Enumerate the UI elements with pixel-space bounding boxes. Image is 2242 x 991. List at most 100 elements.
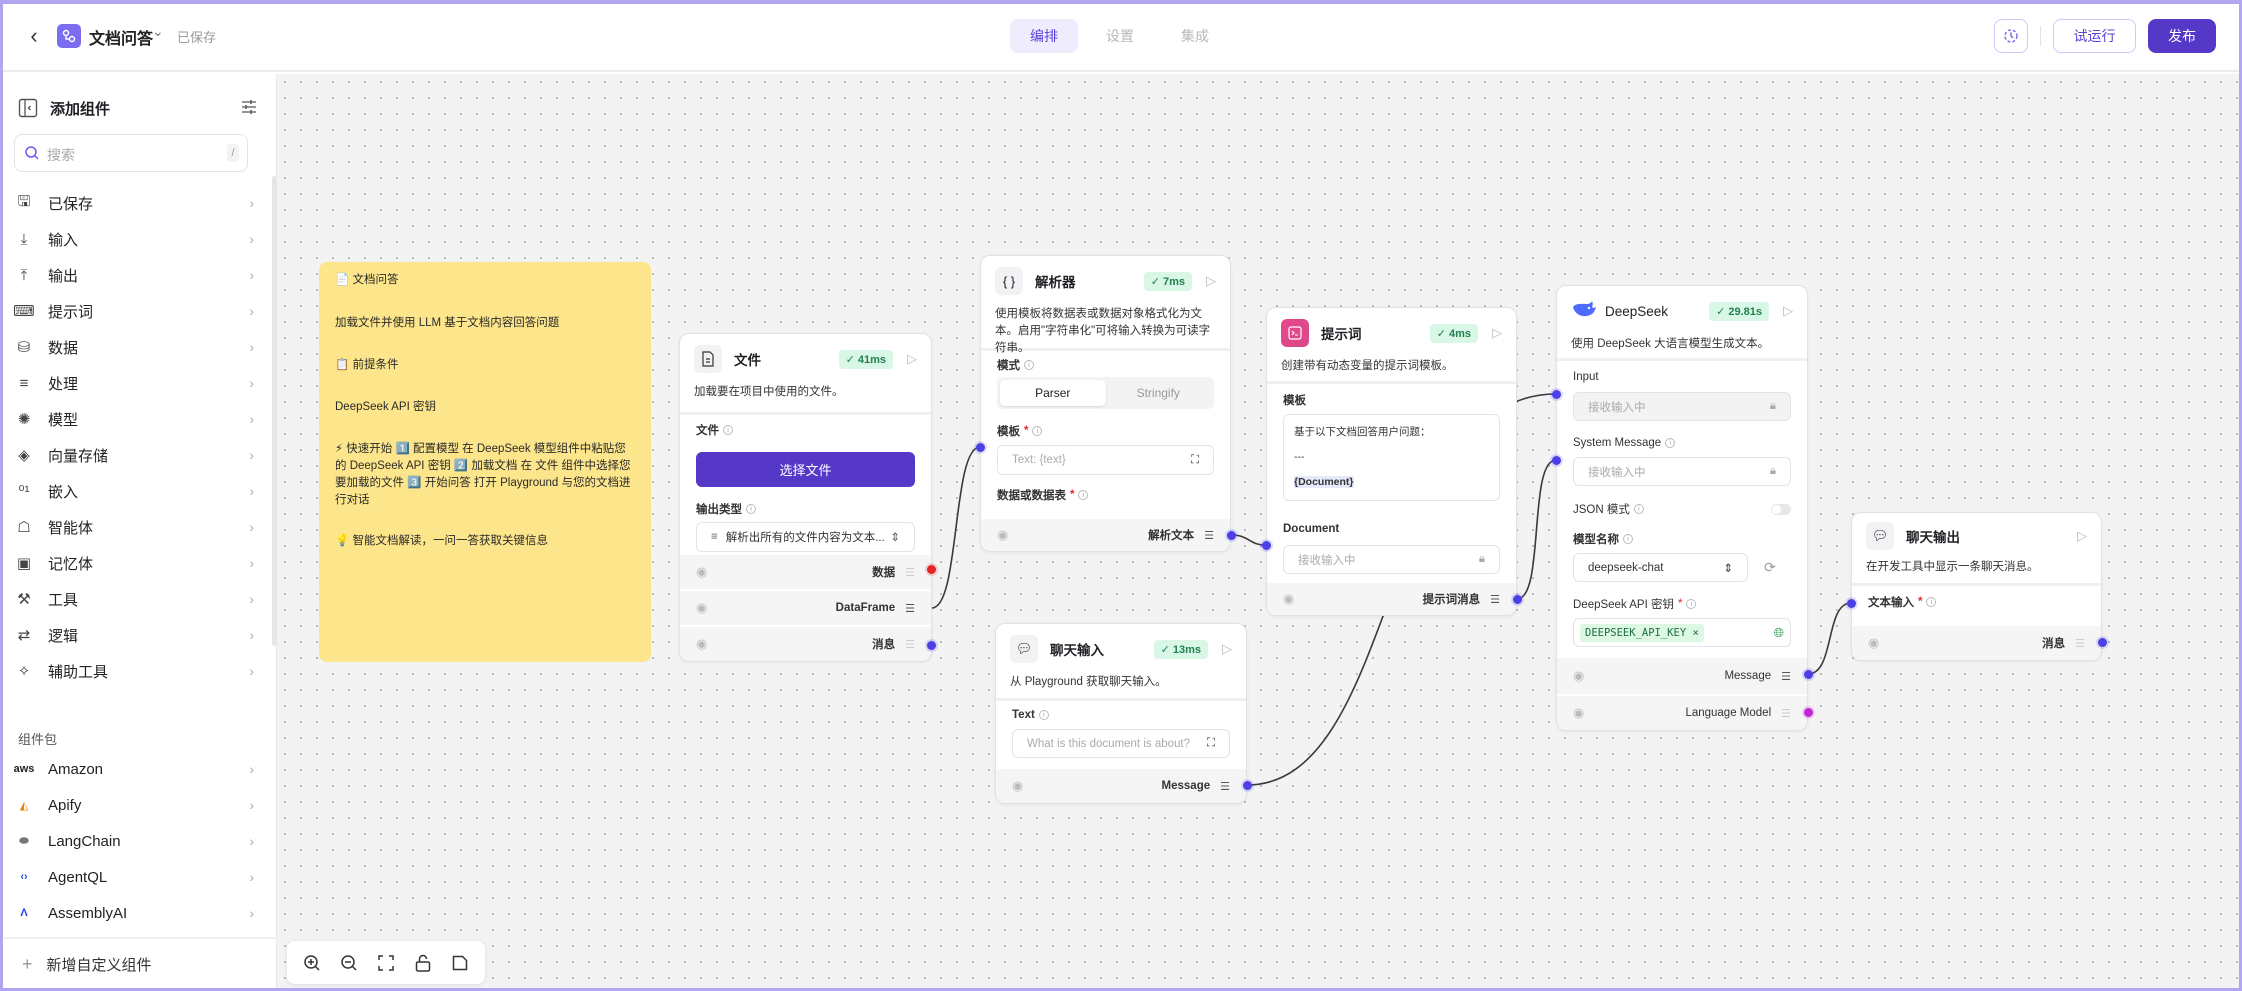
handle-prompt-output[interactable]: [1513, 595, 1522, 604]
eye-icon[interactable]: ◉: [1283, 591, 1295, 606]
handle-chat-output-input[interactable]: [1847, 599, 1856, 608]
publish-button[interactable]: 发布: [2148, 19, 2216, 53]
add-custom-component-button[interactable]: + 新增自定义组件: [22, 954, 152, 975]
eye-icon[interactable]: ◉: [696, 636, 708, 651]
chevron-right-icon: ›: [249, 303, 254, 319]
select-file-button[interactable]: 选择文件: [696, 452, 915, 487]
unlock-icon[interactable]: [410, 950, 436, 976]
node-parser[interactable]: { } 解析器 ✓ 7ms ▷ 使用模板将数据表或数据对象格式化为文本。启用"字…: [980, 255, 1231, 552]
sidebar-item-binary[interactable]: ⁰¹ 嵌入 ›: [14, 476, 254, 506]
tab-integration[interactable]: 集成: [1181, 28, 1209, 44]
sidebar-item-database[interactable]: ⛁ 数据 ›: [14, 332, 254, 362]
node-file[interactable]: 文件 ✓ 41ms ▷ 加载要在项目中使用的文件。 文件 i 选择文件 输出类型 i…: [679, 333, 932, 662]
eye-icon[interactable]: ◉: [997, 527, 1009, 542]
text-input[interactable]: What is this document is about? ⛶: [1012, 729, 1230, 758]
eye-icon[interactable]: ◉: [696, 564, 708, 579]
handle-prompt-document[interactable]: [1262, 541, 1271, 550]
sidebar-item-layers[interactable]: ◈ 向量存储 ›: [14, 440, 254, 470]
sidebar-item-save[interactable]: 🖫 已保存 ›: [14, 188, 254, 218]
json-mode-toggle[interactable]: [1771, 503, 1791, 515]
sidebar-item-cpu[interactable]: ▣ 记忆体 ›: [14, 548, 254, 578]
handle-parser-input[interactable]: [976, 443, 985, 452]
api-key-field[interactable]: DEEPSEEK_API_KEY × 🌐︎: [1573, 618, 1791, 647]
search-input[interactable]: 搜索 /: [14, 134, 248, 172]
info-icon: i: [1633, 504, 1644, 514]
bundles-heading: 组件包: [18, 732, 58, 747]
eye-icon[interactable]: ◉: [1012, 778, 1024, 793]
node-description: 创建带有动态变量的提示词模板。: [1281, 360, 1454, 372]
handle-parser-output[interactable]: [1227, 531, 1236, 540]
zoom-out-icon[interactable]: [336, 950, 362, 976]
handle-file-data[interactable]: [927, 565, 936, 574]
test-run-button[interactable]: 试运行: [2053, 19, 2136, 53]
handle-chat-output-output[interactable]: [2098, 638, 2107, 647]
template-input[interactable]: Text: {text} ⛶: [997, 445, 1214, 475]
info-icon: i: [723, 425, 733, 435]
play-icon[interactable]: ▷: [907, 351, 917, 366]
eye-icon[interactable]: ◉: [696, 600, 708, 615]
play-icon[interactable]: ▷: [2077, 528, 2087, 543]
play-icon[interactable]: ▷: [1492, 325, 1502, 340]
flow-title[interactable]: 文档问答: [89, 31, 154, 48]
handle-deepseek-model[interactable]: [1804, 708, 1813, 717]
node-description: 加载要在项目中使用的文件。: [694, 386, 844, 398]
eye-icon[interactable]: ◉: [1573, 705, 1585, 720]
handle-chat-input-output[interactable]: [1243, 781, 1252, 790]
bundle-item-apify[interactable]: ◭ Apify ›: [14, 790, 254, 820]
output-row-message: ◉ Message ☰: [996, 767, 1246, 803]
inspect-icon: ☰: [2075, 637, 2085, 650]
tab-edit[interactable]: 编排: [1010, 19, 1078, 53]
template-textarea[interactable]: 基于以下文档回答用户问题： --- {Document}: [1283, 414, 1500, 501]
bundle-item-agentql[interactable]: ‹› AgentQL ›: [14, 862, 254, 892]
sidebar-scrollbar[interactable]: [272, 176, 277, 646]
bundle-item-assemblyai[interactable]: Λ AssemblyAI ›: [14, 898, 254, 928]
node-deepseek[interactable]: DeepSeek ✓ 29.81s ▷ 使用 DeepSeek 大语言模型生成文…: [1556, 285, 1808, 731]
play-icon[interactable]: ▷: [1222, 641, 1232, 656]
sidebar-item-filter[interactable]: ≡ 处理 ›: [14, 368, 254, 398]
handle-deepseek-message[interactable]: [1804, 670, 1813, 679]
sidebar-item-terminal[interactable]: ⌨ 提示词 ›: [13, 296, 254, 326]
wand-icon: ✧: [17, 663, 31, 680]
global-variable-chip: DEEPSEEK_API_KEY ×: [1580, 623, 1704, 642]
mode-toggle[interactable]: Parser Stringify: [997, 377, 1214, 409]
chevron-down-icon[interactable]: ⌄: [152, 23, 164, 39]
sidebar-item-download[interactable]: ⤓ 输入 ›: [14, 224, 254, 254]
node-prompt[interactable]: 提示词 ✓ 4ms ▷ 创建带有动态变量的提示词模板。 模板 基于以下文档回答用…: [1266, 307, 1517, 616]
output-type-select[interactable]: ≡ 解析出所有的文件内容为文本... ⇕: [696, 522, 915, 552]
node-chat-input[interactable]: 💬︎ 聊天输入 ✓ 13ms ▷ 从 Playground 获取聊天输入。 Te…: [995, 623, 1247, 804]
refresh-icon[interactable]: ⟳: [1764, 559, 1776, 575]
fit-view-icon[interactable]: [373, 950, 399, 976]
sidebar-header: 添加组件: [18, 96, 258, 120]
eye-icon[interactable]: ◉: [1573, 668, 1585, 683]
eye-icon[interactable]: ◉: [1868, 635, 1880, 650]
back-button[interactable]: ‹: [30, 23, 38, 48]
tab-settings[interactable]: 设置: [1106, 28, 1134, 44]
sidebar-item-arrows[interactable]: ⇄ 逻辑 ›: [14, 620, 254, 650]
sticky-note[interactable]: 📄 文档问答 加载文件并使用 LLM 基于文档内容回答问题 📋 前提条件 Dee…: [319, 262, 651, 662]
mode-parser[interactable]: Parser: [1000, 380, 1106, 406]
bundle-item-amazon[interactable]: aws Amazon ›: [14, 754, 254, 784]
search-placeholder: 搜索: [47, 147, 75, 163]
chevron-right-icon: ›: [249, 797, 254, 813]
model-select[interactable]: deepseek-chat ⇕: [1573, 553, 1748, 582]
sidebar-item-wand[interactable]: ✧ 辅助工具 ›: [14, 656, 254, 686]
mode-stringify[interactable]: Stringify: [1136, 386, 1180, 400]
zoom-in-icon[interactable]: [299, 950, 325, 976]
handle-file-message[interactable]: [927, 641, 936, 650]
sidebar-item-upload[interactable]: ⤒ 输出 ›: [14, 260, 254, 290]
play-icon[interactable]: ▷: [1783, 303, 1793, 318]
node-title: 文件: [734, 353, 761, 368]
bundle-item-langchain[interactable]: ⬬ LangChain ›: [14, 826, 254, 856]
history-button[interactable]: [1994, 19, 2028, 53]
collapse-sidebar-icon[interactable]: [18, 98, 38, 123]
handle-deepseek-system[interactable]: [1552, 456, 1561, 465]
sliders-icon[interactable]: [240, 98, 258, 121]
sidebar-item-bot[interactable]: ☖ 智能体 ›: [14, 512, 254, 542]
note-icon[interactable]: [447, 950, 473, 976]
play-icon[interactable]: ▷: [1206, 273, 1216, 288]
sidebar-item-brain[interactable]: ✺ 模型 ›: [14, 404, 254, 434]
node-chat-output[interactable]: 💬︎ 聊天输出 ▷ 在开发工具中显示一条聊天消息。 文本输入 * i ◉ 消息 ☰: [1851, 512, 2102, 661]
chevron-right-icon: ›: [249, 591, 254, 607]
handle-deepseek-input[interactable]: [1552, 390, 1561, 399]
sidebar-item-hammer[interactable]: ⚒ 工具 ›: [14, 584, 254, 614]
